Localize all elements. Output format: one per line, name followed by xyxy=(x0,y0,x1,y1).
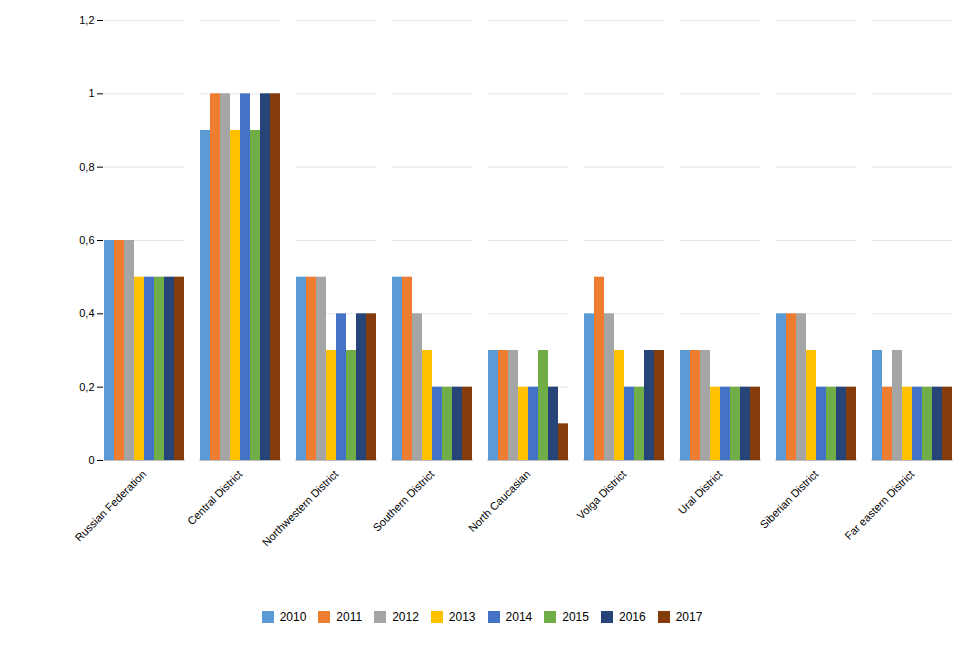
svg-text:Far eastern District: Far eastern District xyxy=(842,468,916,542)
svg-text:1: 1 xyxy=(88,87,94,99)
svg-text:North Caucasian: North Caucasian xyxy=(466,468,532,534)
svg-text:Southern District: Southern District xyxy=(370,468,436,534)
svg-text:Volga District: Volga District xyxy=(575,468,629,522)
svg-text:0: 0 xyxy=(88,454,94,466)
svg-text:0,6: 0,6 xyxy=(79,234,94,246)
html-text:2014: 2014 xyxy=(505,609,533,624)
svg-text:Northwestern District: Northwestern District xyxy=(260,468,341,549)
html-text:2010: 2010 xyxy=(279,609,307,624)
svg-text:0,2: 0,2 xyxy=(79,381,94,393)
html-text:2015: 2015 xyxy=(562,609,589,624)
html-text:2012: 2012 xyxy=(392,609,419,624)
svg-text:Central District: Central District xyxy=(185,468,244,527)
svg-text:Siberian District: Siberian District xyxy=(757,468,820,531)
svg-text:0,4: 0,4 xyxy=(79,307,94,319)
svg-text:Russian Federation: Russian Federation xyxy=(72,468,148,544)
svg-text:0,8: 0,8 xyxy=(79,161,94,173)
html-text:2013: 2013 xyxy=(448,609,476,624)
html-text:2016: 2016 xyxy=(619,609,646,624)
svg-text:Ural District: Ural District xyxy=(676,468,725,517)
html-text:2011: 2011 xyxy=(336,609,363,624)
html-text:2017: 2017 xyxy=(675,609,703,624)
svg-text:1,2: 1,2 xyxy=(79,14,94,26)
